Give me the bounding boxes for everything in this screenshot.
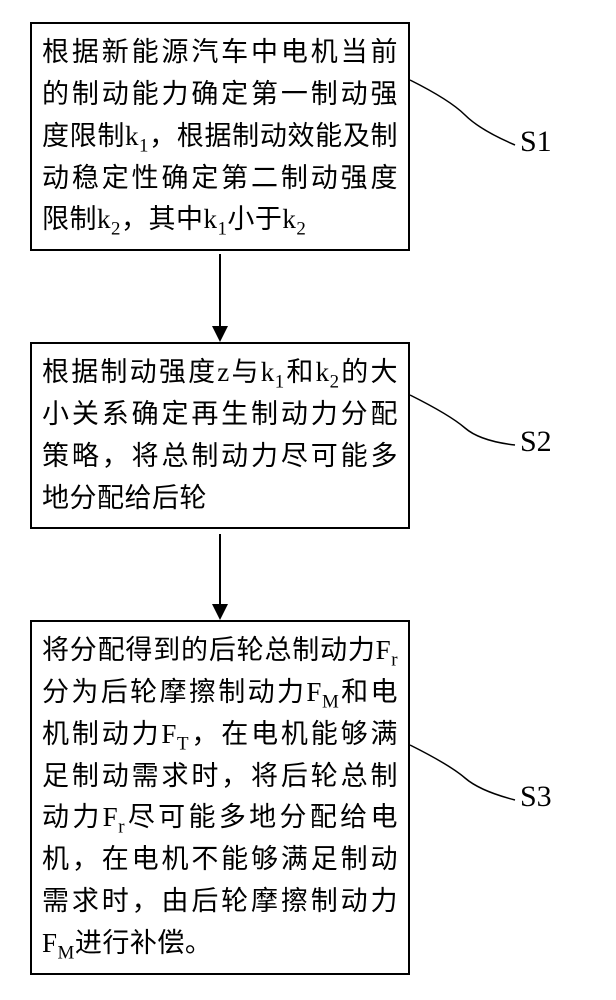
connector-s1 [0,0,616,1000]
